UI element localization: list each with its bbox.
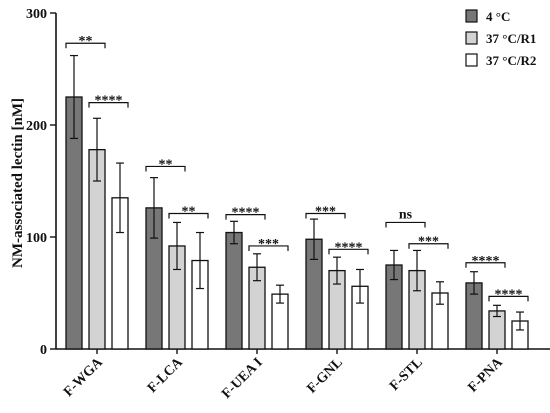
significance-label: ** [159,157,173,172]
significance-label: *** [315,204,336,219]
legend-swatch [465,9,478,23]
x-tick-label: F-UEA I [219,355,266,402]
significance-label: **** [495,287,523,302]
significance-bracket [488,295,529,302]
legend-swatch [465,53,478,67]
y-tick-label: 300 [26,7,47,22]
significance-bracket [168,212,209,219]
y-axis-title: NM-associated lectin [nM] [10,98,26,268]
x-tick-label: F-PNA [466,355,507,396]
bar [225,231,243,350]
y-tick-label: 200 [26,119,47,134]
significance-bracket [65,42,106,49]
legend-label: 4 °C [486,9,510,24]
significance-label: *** [418,235,439,250]
significance-bracket [225,214,266,220]
significance-annotations: ********** **************ns*********** [65,34,529,302]
chart-bars [65,96,529,350]
significance-label: **** [232,206,260,221]
legend-label: 37 °C/R2 [486,53,536,68]
y-tick-label: 0 [40,343,47,358]
significance-label: **** [335,240,363,255]
significance-label: ** [182,204,196,219]
significance-bracket [385,221,426,228]
legend-swatch [465,31,478,45]
significance-label: **** [472,254,500,269]
chart-legend: 4 °C 37 °C/R1 37 °C/R2 [465,9,536,68]
significance-label: *** [258,237,279,252]
legend-label: 37 °C/R1 [486,31,536,46]
significance-bracket [465,262,506,268]
significance-label: ns [399,207,413,222]
significance-bracket [248,245,289,251]
y-tick-label: 100 [26,231,47,246]
x-tick-label: F-LCA [145,355,186,396]
significance-bracket [305,212,346,219]
significance-bracket [408,243,449,249]
error-bars [70,54,524,331]
x-tick-label: F-STL [387,355,426,394]
significance-bracket [328,248,369,255]
significance-label: ** [79,34,93,49]
significance-bracket [145,165,186,172]
significance-bracket [88,102,129,108]
x-tick-label: F-WGA [61,355,106,400]
significance-label: **** [95,94,123,109]
x-tick-label: F-GNL [304,355,345,396]
